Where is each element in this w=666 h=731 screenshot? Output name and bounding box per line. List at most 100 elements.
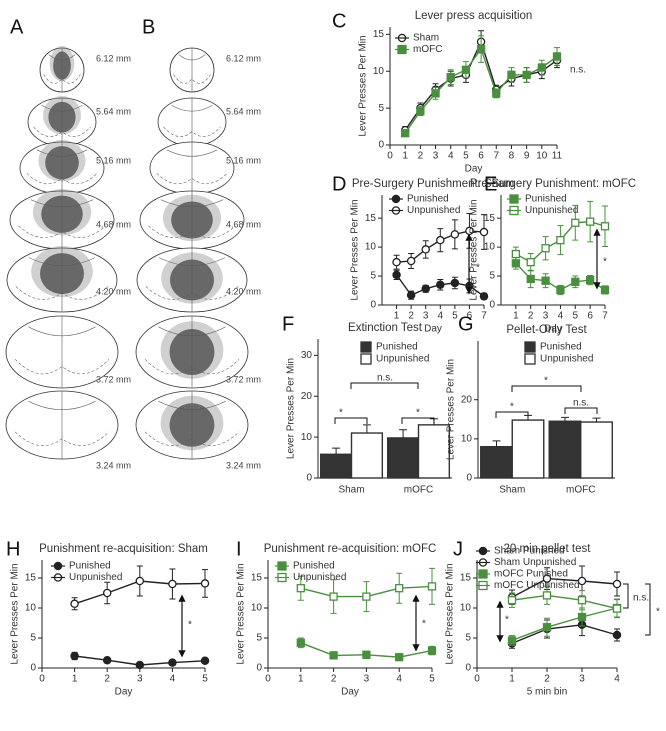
- legend-label: Unpunished: [407, 205, 460, 216]
- lesion-area: [162, 194, 222, 242]
- annotation: *: [422, 619, 426, 630]
- x-tick-label: 0: [387, 151, 393, 162]
- x-tick-label: 4: [438, 311, 444, 322]
- marker: [479, 292, 489, 301]
- marker: [541, 244, 550, 253]
- level-label: 5.16 mm: [226, 155, 261, 165]
- brain-contour: [178, 54, 206, 61]
- marker: [135, 660, 145, 670]
- x-tick-label: 4: [170, 674, 176, 685]
- lesion-area: [169, 328, 215, 376]
- y-tick-label: 15: [460, 573, 472, 584]
- y-tick-label: 20: [301, 391, 313, 402]
- panel-letter: A: [10, 16, 24, 38]
- brain-contour: [156, 172, 228, 185]
- x-tick-label: Sham: [499, 485, 525, 496]
- marker: [329, 592, 338, 601]
- brain-contour: [28, 400, 96, 410]
- marker: [70, 599, 79, 609]
- marker: [600, 222, 610, 231]
- sig-bracket: [623, 583, 629, 609]
- panel-letter: D: [332, 173, 346, 195]
- x-tick-label: 8: [509, 151, 515, 162]
- marker: [556, 236, 565, 245]
- bar: [480, 445, 513, 479]
- y-tick-label: 10: [484, 242, 496, 253]
- brain-contour: [18, 225, 106, 238]
- bar: [350, 432, 384, 479]
- chart-title: Lever press acquisition: [415, 10, 533, 22]
- bar: [511, 419, 545, 479]
- x-tick-label: 1: [298, 674, 304, 685]
- legend-label: Punished: [376, 342, 418, 353]
- y-tick-label: 10: [460, 603, 472, 614]
- marker: [492, 89, 501, 98]
- y-tick-label: 5: [30, 633, 36, 644]
- legend-label: Unpunished: [540, 354, 593, 365]
- legend-label: Punished: [525, 194, 567, 205]
- marker: [577, 576, 587, 586]
- error-bar: [362, 424, 371, 434]
- lesion-area: [49, 46, 75, 82]
- y-tick-label: 15: [251, 573, 263, 584]
- annotation: *: [510, 402, 514, 413]
- brain-contour: [171, 104, 213, 112]
- x-tick-label: 2: [331, 674, 337, 685]
- series-line: [511, 594, 618, 610]
- marker: [612, 604, 622, 613]
- marker: [296, 638, 305, 647]
- marker: [537, 63, 546, 72]
- legend-label: Sham: [413, 33, 439, 44]
- marker: [450, 230, 460, 239]
- brain-contour: [148, 225, 236, 238]
- x-tick-label: 1: [402, 151, 408, 162]
- bar: [386, 437, 420, 479]
- marker: [552, 52, 562, 61]
- level-label: 3.72 mm: [226, 374, 261, 384]
- marker: [200, 656, 210, 666]
- marker: [476, 44, 486, 54]
- lesion-area: [53, 51, 71, 80]
- level-label: 5.64 mm: [96, 106, 131, 116]
- lesion-area: [41, 195, 83, 233]
- chart-title: Extinction Test: [348, 322, 423, 334]
- marker: [507, 596, 517, 605]
- annotation: n.s.: [573, 398, 589, 409]
- chart-title: Punishment re-acquisition: mOFC: [264, 543, 437, 555]
- annotation: *: [656, 607, 660, 618]
- marker: [461, 65, 471, 74]
- brain-contour: [28, 326, 96, 336]
- x-tick-label: 3: [364, 674, 370, 685]
- lesion-area: [161, 252, 223, 304]
- marker: [507, 70, 516, 80]
- marker: [392, 257, 401, 267]
- x-tick-label: 4: [614, 674, 620, 685]
- x-tick-label: 6: [478, 151, 484, 162]
- lesion-area: [38, 140, 86, 182]
- marker: [431, 89, 440, 98]
- marker: [427, 582, 437, 591]
- sig-bracket: [564, 407, 598, 414]
- marker: [395, 653, 404, 662]
- lesion-area: [48, 101, 76, 133]
- y-tick-label: 30: [301, 350, 313, 361]
- panel-letter: C: [332, 10, 346, 32]
- series-line: [511, 607, 618, 642]
- marker: [600, 285, 610, 295]
- marker: [362, 592, 371, 601]
- y-tick-label: 0: [306, 473, 312, 484]
- marker: [427, 646, 437, 655]
- annotation: n.s.: [633, 593, 649, 604]
- error-bar: [492, 440, 501, 447]
- marker: [421, 284, 430, 294]
- y-axis-label: Lever Presses Per Min: [10, 563, 21, 664]
- y-tick-label: 15: [484, 213, 496, 224]
- marker: [612, 579, 622, 589]
- marker: [135, 576, 145, 586]
- bar: [319, 453, 353, 479]
- marker: [577, 612, 587, 622]
- sig-bracket: [511, 385, 582, 392]
- panel-letter: I: [236, 538, 242, 560]
- x-axis-label: Day: [424, 324, 442, 335]
- x-tick-label: 3: [433, 151, 439, 162]
